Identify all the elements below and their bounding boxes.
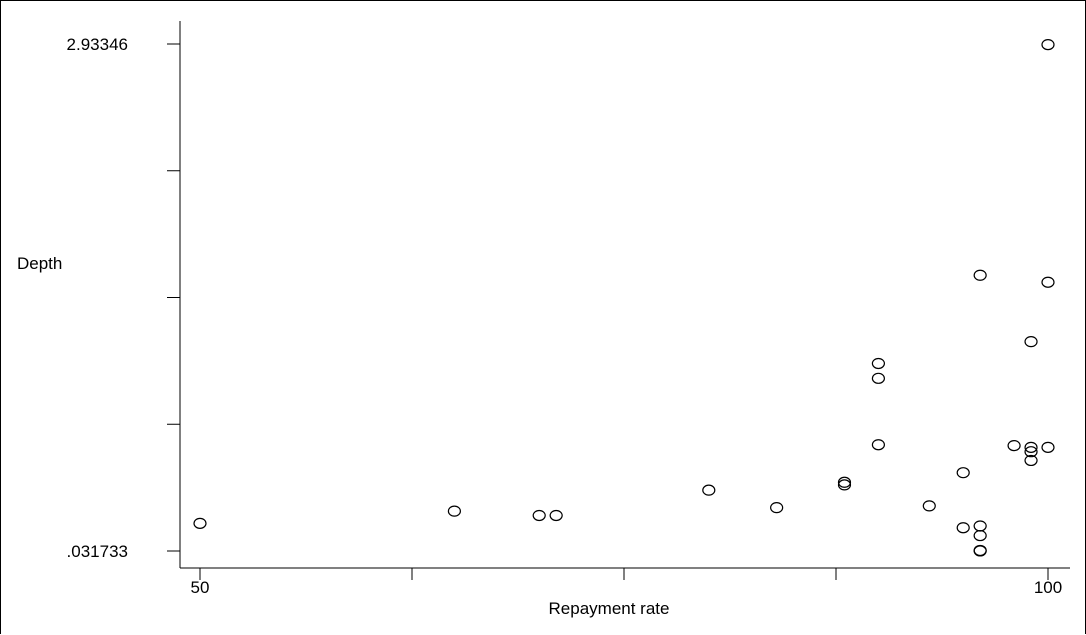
data-point — [973, 529, 987, 542]
data-point — [956, 467, 970, 479]
data-point — [922, 500, 936, 512]
x-tick-label: 100 — [1034, 578, 1062, 597]
data-point — [1024, 446, 1038, 458]
data-point — [532, 509, 546, 522]
x-tick-label: 50 — [191, 578, 210, 597]
data-point — [871, 372, 886, 384]
data-point — [973, 545, 987, 557]
data-point — [193, 517, 207, 529]
x-axis-title: Repayment rate — [549, 599, 670, 618]
data-points — [193, 39, 1055, 557]
data-point — [1041, 441, 1055, 453]
data-point — [837, 476, 852, 488]
axes: .031733 2.93346 50 100 — [67, 21, 1070, 597]
data-point — [1024, 336, 1038, 348]
data-point — [1024, 441, 1038, 453]
data-point — [770, 502, 784, 514]
data-point — [973, 269, 987, 281]
y-axis-title: Depth — [17, 254, 62, 273]
data-point — [837, 479, 852, 491]
data-point — [956, 522, 970, 534]
data-point — [447, 505, 461, 517]
data-point — [702, 484, 716, 496]
x-ticks: 50 100 — [191, 568, 1062, 597]
data-point — [973, 520, 987, 532]
data-point — [871, 439, 886, 451]
y-tick-label: .031733 — [67, 542, 128, 561]
data-point — [1041, 276, 1055, 288]
data-point — [1007, 439, 1021, 452]
y-tick-label: 2.93346 — [67, 35, 128, 54]
data-point — [871, 357, 886, 370]
data-point — [1024, 454, 1038, 467]
data-point — [549, 509, 563, 522]
y-ticks: .031733 2.93346 — [67, 35, 180, 561]
data-point — [1041, 39, 1055, 51]
